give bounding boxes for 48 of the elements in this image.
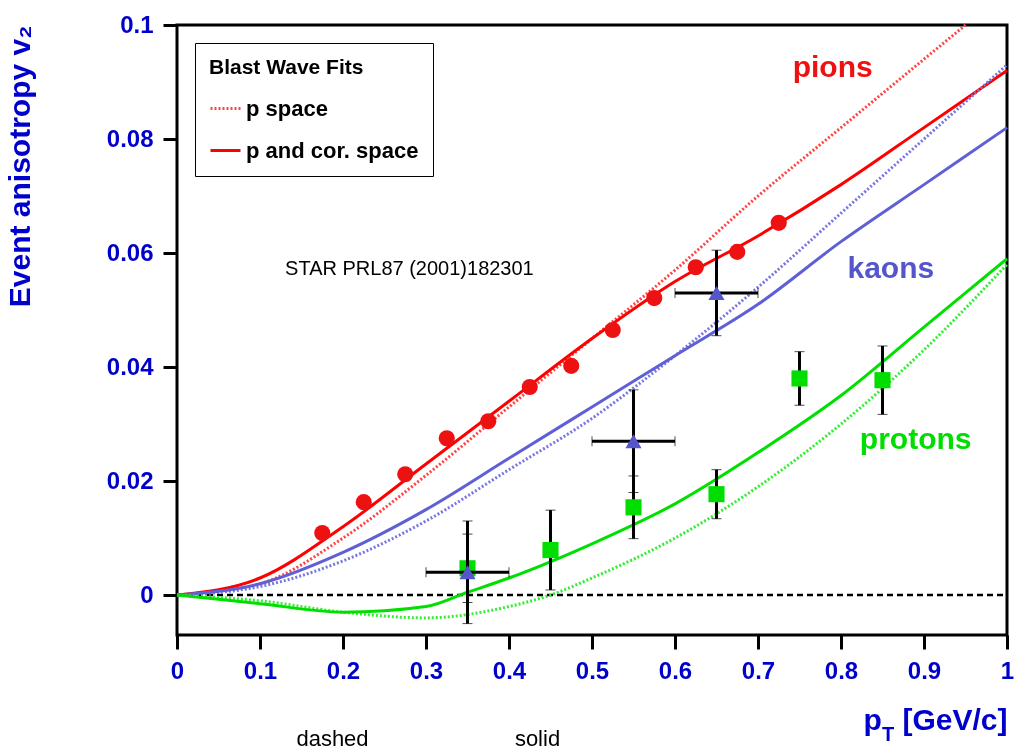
point: [459, 565, 476, 580]
annotation: STAR PRL87 (2001)182301: [285, 257, 534, 279]
y-tick-label: 0.02: [106, 466, 154, 494]
y-tick-label: 0.08: [106, 124, 154, 152]
x-tick-label: 0.5: [575, 656, 610, 684]
point: [563, 357, 580, 374]
text: solid: [513, 726, 562, 750]
point: [480, 413, 497, 430]
point: [770, 214, 787, 231]
point: [314, 524, 331, 541]
point: [874, 372, 891, 389]
x-tick-label: 0.7: [741, 656, 776, 684]
point: [708, 486, 725, 503]
text: dashed: [295, 726, 370, 750]
point: [397, 466, 414, 483]
point: [542, 541, 559, 559]
x-tick-label: 0.6: [658, 656, 693, 684]
x-tick-label: 0.3: [409, 656, 444, 684]
x-tick-label: 0.1: [243, 656, 278, 684]
point: [729, 243, 746, 260]
text: kaons: [847, 251, 935, 284]
x-tick-label: 0.8: [824, 656, 859, 684]
legend-title: Blast Wave Fits: [209, 55, 364, 78]
y-tick-label: 0: [140, 580, 154, 608]
point: [355, 494, 372, 511]
point: [604, 321, 621, 339]
legend-label: p space: [246, 95, 328, 121]
point: [687, 259, 704, 276]
y-tick-label: 0.04: [106, 352, 155, 380]
point: [438, 430, 455, 447]
y-tick-label: 0.1: [120, 10, 154, 38]
text: pions: [792, 49, 873, 83]
y-tick-label: 0.06: [106, 238, 154, 266]
series-label: protons: [859, 421, 972, 455]
point: [708, 285, 725, 300]
point: [625, 434, 642, 449]
x-tick-label: 1: [1000, 656, 1015, 684]
legend-label: p and cor. space: [246, 137, 419, 163]
x-tick-label: 0.2: [326, 656, 361, 684]
x-tick-label: 0.9: [907, 656, 942, 684]
point: [521, 378, 538, 396]
x-axis-title: p$_{T}$ [GeV/c]: [863, 702, 1008, 745]
point: [791, 370, 808, 387]
y-axis-title: Event anisotropy v₂: [2, 25, 36, 308]
point: [625, 499, 642, 516]
x-tick-label: 0.4: [492, 656, 527, 684]
point: [646, 290, 663, 307]
x-tick-label: 0: [170, 656, 185, 684]
